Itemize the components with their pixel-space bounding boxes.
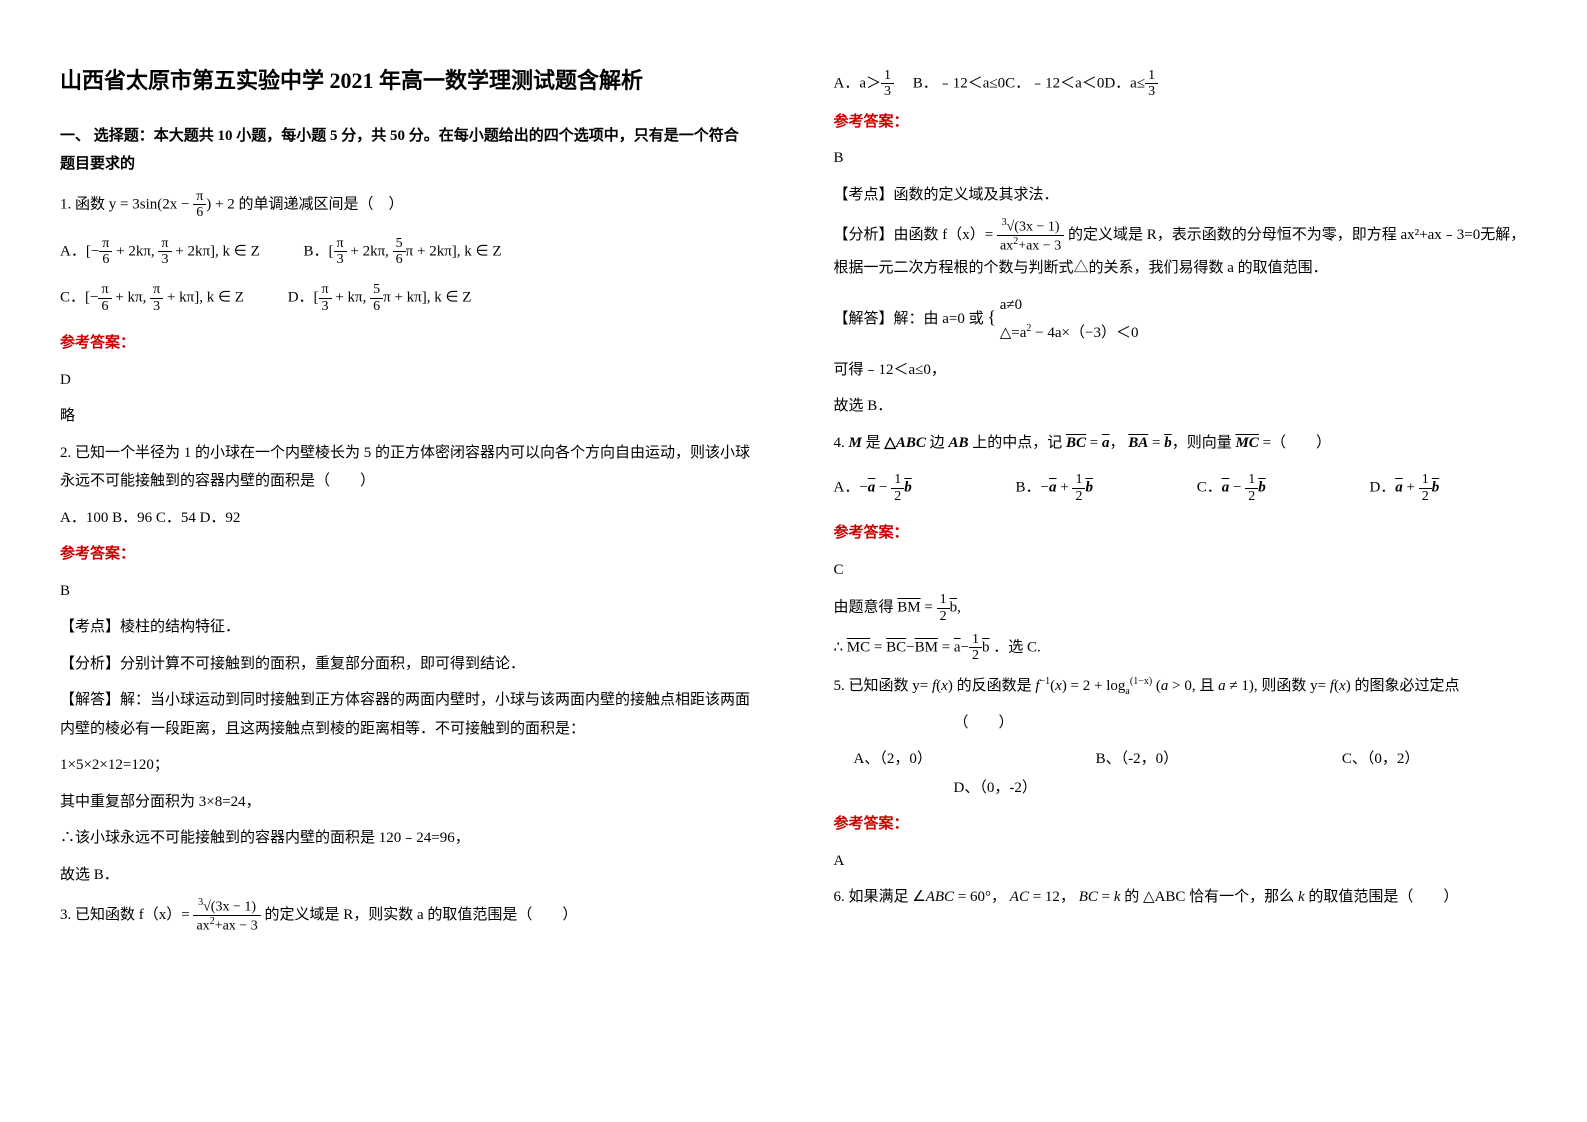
q5-options: A、（2，0） B、（-2，0） C、（0，2） D、（0，-2） (834, 745, 1528, 802)
q1-stem: 1. 函数 y = 3sin(2x − π6) + 2 的单调递减区间是（ ） (60, 189, 754, 221)
q3-note: 【分析】由函数 f（x）= 3√(3x − 1)ax2+ax − 3 的定义域是… (834, 217, 1528, 283)
q3-note: 故选 B． (834, 392, 1528, 421)
q6-stem: 6. 如果满足 ∠ABC = 60°， AC = 12， BC = k 的 △A… (834, 883, 1528, 912)
q3-note: 【考点】函数的定义域及其求法． (834, 181, 1528, 210)
q1-options-cd: C．[−π6 + kπ, π3 + kπ], k ∈ Z D．[π3 + kπ,… (60, 282, 754, 314)
q3-note: 【解答】解：由 a=0 或 { a≠0 △=a2 − 4a×（−3）＜0 (834, 291, 1528, 348)
q1-answer: D (60, 366, 754, 395)
doc-title: 山西省太原市第五实验中学 2021 年高一数学理测试题含解析 (60, 60, 754, 102)
answer-label: 参考答案： (60, 540, 754, 569)
q2-note: 1×5×2×12=120； (60, 751, 754, 780)
q1-note: 略 (60, 402, 754, 431)
q3-stem: 3. 已知函数 f（x）= 3√(3x − 1)ax2+ax − 3 的定义域是… (60, 897, 754, 934)
q4-answer: C (834, 556, 1528, 585)
q2-options: A．100 B．96 C．54 D．92 (60, 504, 754, 533)
answer-label: 参考答案： (834, 519, 1528, 548)
q2-note: ∴该小球永远不可能接触到的容器内壁的面积是 120﹣24=96， (60, 824, 754, 853)
q2-note: 【考点】棱柱的结构特征． (60, 613, 754, 642)
q1-options-ab: A．[−π6 + 2kπ, π3 + 2kπ], k ∈ Z B．[π3 + 2… (60, 236, 754, 268)
q3-options: A．a＞13 B．﹣12＜a≤0C．﹣12＜a＜0D．a≤13 (834, 68, 1528, 100)
q2-note: 【分析】分别计算不可接触到的面积，重复部分面积，即可得到结论． (60, 650, 754, 679)
answer-label: 参考答案： (834, 108, 1528, 137)
q2-note: 故选 B． (60, 861, 754, 890)
section-heading: 一、 选择题：本大题共 10 小题，每小题 5 分，共 50 分。在每小题给出的… (60, 122, 754, 179)
q4-note: 由题意得 BM = 12b, (834, 592, 1528, 624)
q2-stem: 2. 已知一个半径为 1 的小球在一个内壁棱长为 5 的正方体密闭容器内可以向各… (60, 439, 754, 496)
q4-stem: 4. M 是 △ABC 边 AB 上的中点，记 BC = a， BA = b，则… (834, 429, 1528, 458)
q2-note: 【解答】解：当小球运动到同时接触到正方体容器的两面内壁时，小球与该两面内壁的接触… (60, 686, 754, 743)
q3-note: 可得﹣12＜a≤0， (834, 356, 1528, 385)
answer-label: 参考答案： (834, 810, 1528, 839)
answer-label: 参考答案： (60, 329, 754, 358)
q2-answer: B (60, 577, 754, 606)
q4-note: ∴ MC = BC−BM = a−12b ．选 C. (834, 632, 1528, 664)
q5-stem: 5. 已知函数 y= f(x) 的反函数是 f−1(x) = 2 + loga(… (834, 672, 1528, 701)
q3-answer: B (834, 144, 1528, 173)
q5-answer: A (834, 847, 1528, 876)
q4-options: A．−a − 12b B．−a + 12b C．a − 12b D．a + 12… (834, 472, 1528, 504)
q2-note: 其中重复部分面积为 3×8=24， (60, 788, 754, 817)
q5-paren: （ ） (954, 709, 1528, 738)
